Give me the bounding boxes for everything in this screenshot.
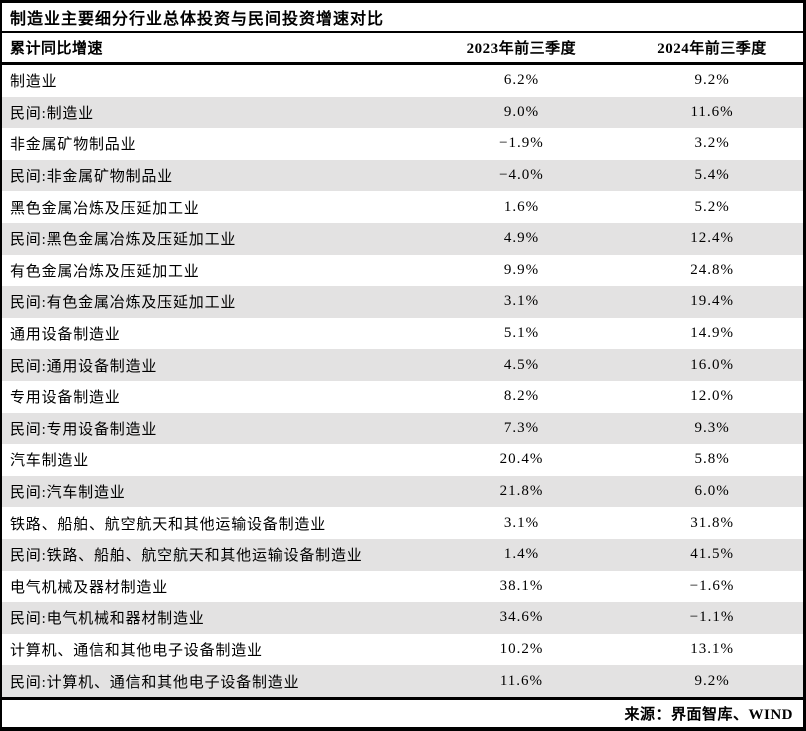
value-2023-cell: 20.4% (499, 451, 544, 468)
value-2023-cell: 11.6% (499, 672, 544, 689)
value-2023-cell: 9.9% (503, 261, 540, 278)
table-row: 黑色金属冶炼及压延加工业 1.6% 5.2% (2, 191, 803, 223)
source-attribution: 来源：界面智库、WIND (2, 697, 803, 727)
table-row: 计算机、通信和其他电子设备制造业 10.2% 13.1% (2, 633, 803, 666)
value-2024-cell: 13.1% (690, 640, 734, 657)
value-2024-cell: 24.8% (690, 261, 734, 278)
value-2024-cell: 9.3% (694, 419, 730, 436)
value-2023-cell: 10.2% (499, 640, 544, 657)
value-2023-cell: 6.2% (503, 72, 540, 89)
value-2023-cell: 4.5% (503, 356, 540, 373)
value-2023-cell: 8.2% (503, 388, 540, 405)
table-row: 民间:有色金属冶炼及压延加工业 3.1% 19.4% (2, 286, 803, 318)
value-2023-cell: 5.1% (503, 325, 540, 342)
value-2023-cell: 38.1% (499, 577, 544, 594)
industry-name-cell: 汽车制造业 (10, 453, 90, 470)
industry-name-cell: 非金属矿物制品业 (10, 137, 137, 154)
value-2024-cell: −1.6% (689, 577, 735, 594)
value-2023-cell: −1.9% (499, 135, 544, 152)
industry-name-cell: 民间:黑色金属冶炼及压延加工业 (10, 232, 237, 249)
value-2024-cell: 12.4% (690, 230, 734, 247)
industry-name-cell: 计算机、通信和其他电子设备制造业 (10, 642, 263, 659)
industry-name-cell: 民间:铁路、船舶、航空航天和其他运输设备制造业 (10, 548, 363, 565)
table-row: 电气机械及器材制造业 38.1% −1.6% (2, 570, 803, 603)
table-title: 制造业主要细分行业总体投资与民间投资增速对比 (2, 3, 803, 33)
value-2023-cell: 34.6% (499, 609, 544, 626)
industry-name-cell: 民间:专用设备制造业 (10, 421, 158, 438)
value-2024-cell: 31.8% (690, 514, 734, 531)
industry-name-cell: 电气机械及器材制造业 (10, 579, 169, 596)
industry-name-cell: 通用设备制造业 (10, 327, 121, 344)
value-2023-cell: 21.8% (499, 483, 544, 500)
industry-name-cell: 民间:非金属矿物制品业 (10, 169, 173, 186)
table-row: 民间:制造业 9.0% 11.6% (2, 96, 803, 129)
value-2023-cell: −4.0% (499, 167, 544, 184)
table-row: 民间:专用设备制造业 7.3% 9.3% (2, 412, 803, 445)
table-row: 民间:黑色金属冶炼及压延加工业 4.9% 12.4% (2, 222, 803, 255)
value-2023-cell: 1.6% (503, 198, 540, 215)
value-2024-cell: −1.1% (689, 609, 735, 626)
table-row: 有色金属冶炼及压延加工业 9.9% 24.8% (2, 254, 803, 287)
table-row: 非金属矿物制品业 −1.9% 3.2% (2, 128, 803, 160)
industry-name-cell: 民间:有色金属冶炼及压延加工业 (10, 295, 237, 312)
value-2024-cell: 5.8% (694, 451, 730, 468)
column-header-2023: 2023年前三季度 (466, 41, 577, 57)
value-2024-cell: 19.4% (690, 293, 734, 310)
industry-name-cell: 民间:计算机、通信和其他电子设备制造业 (10, 674, 300, 691)
value-2023-cell: 9.0% (503, 103, 540, 120)
value-2023-cell: 1.4% (503, 546, 540, 563)
industry-name-cell: 民间:制造业 (10, 105, 94, 122)
table-row: 民间:汽车制造业 21.8% 6.0% (2, 475, 803, 508)
value-2024-cell: 14.9% (690, 325, 734, 342)
value-2024-cell: 41.5% (690, 546, 734, 563)
industry-name-cell: 铁路、船舶、航空航天和其他运输设备制造业 (10, 516, 327, 533)
industry-name-cell: 专用设备制造业 (10, 390, 121, 407)
value-2023-cell: 3.1% (503, 293, 540, 310)
table-row: 民间:非金属矿物制品业 −4.0% 5.4% (2, 159, 803, 192)
column-header-2024: 2024年前三季度 (657, 41, 767, 57)
table-row: 制造业 6.2% 9.2% (2, 65, 803, 97)
value-2024-cell: 11.6% (690, 103, 734, 120)
column-header-metric: 累计同比增速 (10, 41, 104, 57)
table-row: 民间:电气机械和器材制造业 34.6% −1.1% (2, 602, 803, 634)
table-row: 汽车制造业 20.4% 5.8% (2, 444, 803, 476)
value-2024-cell: 3.2% (694, 135, 730, 152)
industry-name-cell: 民间:通用设备制造业 (10, 358, 158, 375)
value-2023-cell: 7.3% (503, 419, 540, 436)
industry-name-cell: 民间:汽车制造业 (10, 485, 126, 502)
table-row: 铁路、船舶、航空航天和其他运输设备制造业 3.1% 31.8% (2, 507, 803, 539)
value-2024-cell: 9.2% (694, 72, 730, 89)
value-2024-cell: 5.4% (694, 167, 730, 184)
table-header-row: 累计同比增速 2023年前三季度 2024年前三季度 (2, 33, 803, 65)
table-body: 制造业 6.2% 9.2% 民间:制造业 9.0% 11.6% 非金属矿物制品业… (2, 65, 803, 697)
value-2024-cell: 9.2% (694, 672, 730, 689)
value-2024-cell: 6.0% (694, 483, 730, 500)
table-row: 民间:通用设备制造业 4.5% 16.0% (2, 349, 803, 381)
value-2023-cell: 3.1% (503, 514, 540, 531)
source-text: 来源：界面智库、WIND (624, 707, 793, 723)
industry-name-cell: 制造业 (10, 74, 58, 91)
value-2024-cell: 16.0% (690, 356, 734, 373)
table-row: 通用设备制造业 5.1% 14.9% (2, 317, 803, 350)
value-2023-cell: 4.9% (503, 230, 540, 247)
table-row: 民间:计算机、通信和其他电子设备制造业 11.6% 9.2% (2, 665, 803, 697)
value-2024-cell: 5.2% (694, 198, 730, 215)
value-2024-cell: 12.0% (690, 388, 734, 405)
industry-name-cell: 民间:电气机械和器材制造业 (10, 611, 205, 628)
industry-name-cell: 黑色金属冶炼及压延加工业 (10, 200, 200, 217)
table-row: 民间:铁路、船舶、航空航天和其他运输设备制造业 1.4% 41.5% (2, 538, 803, 571)
industry-name-cell: 有色金属冶炼及压延加工业 (10, 263, 200, 280)
table-row: 专用设备制造业 8.2% 12.0% (2, 380, 803, 413)
